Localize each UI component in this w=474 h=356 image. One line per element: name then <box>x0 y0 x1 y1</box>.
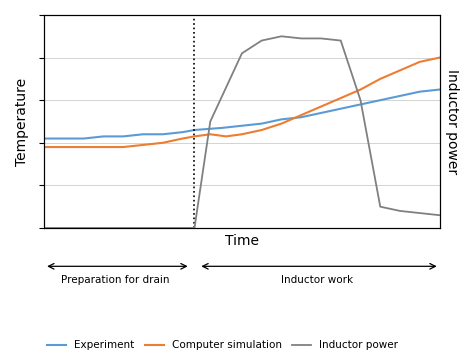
Computer simulation <box>41 145 47 149</box>
Inductor power <box>397 209 403 213</box>
Inductor power <box>437 213 442 217</box>
Computer simulation <box>101 145 107 149</box>
Experiment <box>377 98 383 102</box>
Inductor power <box>338 38 344 43</box>
Experiment <box>120 134 126 138</box>
Inductor power <box>120 226 126 230</box>
Computer simulation <box>61 145 67 149</box>
Computer simulation <box>120 145 126 149</box>
Experiment <box>318 111 324 115</box>
Experiment <box>101 134 107 138</box>
Legend: Experiment, Computer simulation, Inductor power: Experiment, Computer simulation, Inducto… <box>43 336 402 354</box>
Experiment <box>239 124 245 128</box>
Inductor power <box>298 36 304 41</box>
Line: Inductor power: Inductor power <box>44 36 439 228</box>
Computer simulation <box>298 113 304 117</box>
Experiment <box>160 132 166 136</box>
Computer simulation <box>318 104 324 109</box>
Experiment <box>180 130 185 134</box>
Inductor power <box>160 226 166 230</box>
Experiment <box>219 126 225 130</box>
Computer simulation <box>437 56 442 60</box>
Experiment <box>140 132 146 136</box>
Computer simulation <box>140 143 146 147</box>
Inductor power <box>318 36 324 41</box>
Experiment <box>191 128 197 132</box>
Experiment <box>298 115 304 119</box>
Computer simulation <box>239 132 245 136</box>
Computer simulation <box>259 128 264 132</box>
Inductor power <box>377 205 383 209</box>
Computer simulation <box>191 134 197 138</box>
Experiment <box>437 88 442 92</box>
Experiment <box>397 94 403 98</box>
Experiment <box>41 136 47 141</box>
Computer simulation <box>417 60 423 64</box>
Inductor power <box>239 51 245 56</box>
Inductor power <box>358 98 364 102</box>
Computer simulation <box>279 121 284 126</box>
X-axis label: Time: Time <box>225 234 259 247</box>
Line: Computer simulation: Computer simulation <box>44 58 439 147</box>
Computer simulation <box>377 77 383 81</box>
Experiment <box>279 117 284 121</box>
Line: Experiment: Experiment <box>44 90 439 138</box>
Experiment <box>358 102 364 106</box>
Computer simulation <box>338 96 344 100</box>
Inductor power <box>81 226 87 230</box>
Inductor power <box>191 226 197 230</box>
Inductor power <box>259 38 264 43</box>
Inductor power <box>279 34 284 38</box>
Computer simulation <box>397 68 403 73</box>
Y-axis label: Inductor power: Inductor power <box>445 69 459 174</box>
Inductor power <box>208 119 213 124</box>
Experiment <box>259 121 264 126</box>
Computer simulation <box>208 132 213 136</box>
Y-axis label: Temperature: Temperature <box>15 77 29 166</box>
Text: Inductor work: Inductor work <box>281 275 353 285</box>
Computer simulation <box>160 141 166 145</box>
Computer simulation <box>81 145 87 149</box>
Computer simulation <box>358 88 364 92</box>
Computer simulation <box>180 136 185 141</box>
Text: Preparation for drain: Preparation for drain <box>61 275 170 285</box>
Experiment <box>61 136 67 141</box>
Experiment <box>338 106 344 111</box>
Experiment <box>81 136 87 141</box>
Inductor power <box>41 226 47 230</box>
Inductor power <box>417 211 423 215</box>
Computer simulation <box>223 134 229 138</box>
Experiment <box>417 90 423 94</box>
